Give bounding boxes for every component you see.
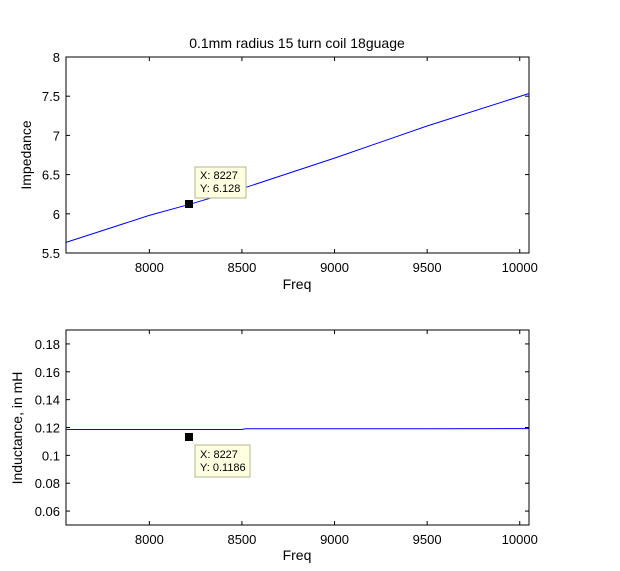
inductance-y-tick-label: 0.16 bbox=[35, 365, 60, 380]
inductance-datatip[interactable]: X: 8227 Y: 0.1186 bbox=[185, 433, 251, 478]
impedance-y-tick-label: 7 bbox=[53, 128, 60, 143]
inductance-series-line bbox=[66, 428, 530, 430]
inductance-y-tick-label: 0.08 bbox=[35, 476, 60, 491]
impedance-datatip-y: Y: 6.128 bbox=[200, 183, 240, 195]
impedance-x-ticks: 8000 8500 9000 9500 10000 bbox=[135, 57, 538, 275]
inductance-y-tick-label: 0.14 bbox=[35, 393, 60, 408]
inductance-datatip-y: Y: 0.1186 bbox=[200, 462, 246, 474]
inductance-y-tick-label: 0.06 bbox=[35, 504, 60, 519]
impedance-x-tick-label: 9000 bbox=[320, 260, 349, 275]
inductance-y-ticks: 0.06 0.08 0.1 0.12 0.14 0.16 0.18 bbox=[35, 337, 529, 519]
inductance-x-axis-label: Freq bbox=[283, 547, 312, 563]
impedance-datatip-marker[interactable] bbox=[185, 200, 193, 208]
impedance-y-axis-label: Impedance bbox=[18, 120, 34, 189]
inductance-datatip-x: X: 8227 bbox=[200, 449, 238, 461]
impedance-x-tick-label: 8000 bbox=[135, 260, 164, 275]
impedance-y-tick-label: 7.5 bbox=[42, 89, 60, 104]
impedance-datatip[interactable]: X: 8227 Y: 6.128 bbox=[185, 166, 247, 208]
impedance-x-tick-label: 10000 bbox=[502, 260, 538, 275]
inductance-plot: 8000 8500 9000 9500 10000 0.06 0.08 0.1 0.12 0.1… bbox=[9, 329, 538, 563]
chart-title: 0.1mm radius 15 turn coil 18guage bbox=[189, 35, 405, 51]
inductance-x-tick-label: 9500 bbox=[413, 532, 442, 547]
inductance-x-tick-label: 9000 bbox=[320, 532, 349, 547]
inductance-datatip-box bbox=[194, 444, 251, 478]
impedance-axes-box bbox=[65, 56, 530, 254]
inductance-y-axis-label: Inductance, in mH bbox=[9, 372, 25, 485]
inductance-y-tick-label: 0.18 bbox=[35, 337, 60, 352]
inductance-y-tick-label: 0.1 bbox=[42, 448, 60, 463]
impedance-plot: 0.1mm radius 15 turn coil 18guage 8000 85… bbox=[18, 35, 538, 292]
impedance-y-ticks: 5.5 6 6.5 7 7.5 8 bbox=[42, 50, 529, 261]
impedance-y-tick-label: 5.5 bbox=[42, 246, 60, 261]
impedance-x-tick-label: 8500 bbox=[227, 260, 256, 275]
impedance-y-tick-label: 8 bbox=[53, 50, 60, 65]
inductance-x-ticks: 8000 8500 9000 9500 10000 bbox=[135, 330, 538, 547]
inductance-series bbox=[66, 428, 530, 430]
inductance-x-tick-label: 8500 bbox=[227, 532, 256, 547]
inductance-y-tick-label: 0.12 bbox=[35, 421, 60, 436]
impedance-x-axis-label: Freq bbox=[283, 276, 312, 292]
impedance-datatip-box bbox=[194, 166, 247, 199]
inductance-x-tick-label: 8000 bbox=[135, 532, 164, 547]
impedance-x-tick-label: 9500 bbox=[413, 260, 442, 275]
inductance-axes-box bbox=[65, 329, 530, 526]
impedance-y-tick-label: 6 bbox=[53, 207, 60, 222]
impedance-datatip-x: X: 8227 bbox=[200, 170, 238, 182]
inductance-x-tick-label: 10000 bbox=[502, 532, 538, 547]
inductance-datatip-marker[interactable] bbox=[185, 433, 193, 441]
impedance-y-tick-label: 6.5 bbox=[42, 168, 60, 183]
